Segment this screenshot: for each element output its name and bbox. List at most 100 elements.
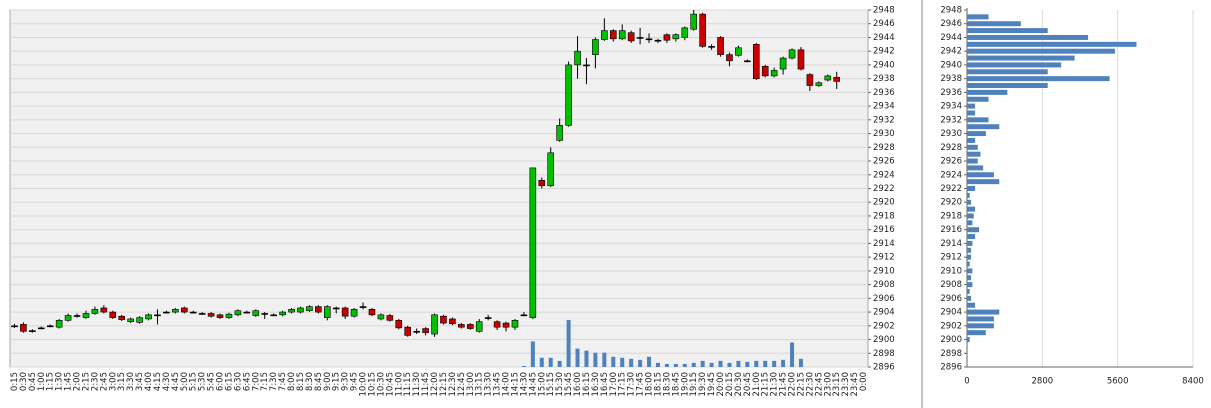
candle-body: [11, 325, 18, 328]
candle-body: [601, 30, 608, 40]
profile-bar: [967, 220, 973, 226]
x-tick-label: 22:45: [814, 372, 824, 397]
candle-body: [377, 314, 385, 320]
x-tick-label: 8400: [1182, 377, 1204, 387]
profile-bar: [967, 34, 1089, 40]
y-tick-label: 2934: [940, 102, 962, 112]
y-tick-label: 2896: [873, 363, 895, 373]
y-tick-label: 2914: [940, 239, 962, 249]
volume-bar: [647, 356, 652, 367]
profile-bar: [967, 103, 976, 109]
profile-bar: [967, 89, 1008, 95]
candle-body: [297, 307, 304, 313]
candle-body: [466, 324, 474, 329]
y-tick-label: 2906: [940, 294, 962, 304]
volume-bar: [682, 363, 687, 367]
x-tick-label: 14:15: [510, 372, 520, 397]
x-tick-label: 14:00: [502, 372, 512, 397]
y-tick-label: 2904: [940, 308, 962, 318]
volume-bar: [539, 357, 544, 367]
x-tick-label: 8:00: [287, 372, 297, 391]
y-tick-label: 2926: [940, 157, 962, 167]
volume-bar: [691, 362, 696, 367]
candle-body: [20, 324, 27, 332]
x-tick-label: 1:15: [46, 372, 56, 391]
profile-bar: [967, 323, 994, 329]
x-tick-label: 18:00: [645, 372, 655, 397]
y-tick-label: 2944: [940, 33, 962, 43]
x-tick-label: 16:15: [582, 372, 592, 397]
profile-bar: [967, 288, 970, 294]
volume-bar: [611, 356, 616, 367]
volume-bar: [548, 357, 553, 367]
y-tick-label: 2910: [873, 266, 895, 276]
candle-body: [136, 317, 143, 323]
y-tick-label: 2920: [873, 198, 895, 208]
profile-bar: [967, 14, 989, 20]
candle-body: [699, 13, 706, 47]
x-tick-label: 23:15: [832, 372, 842, 397]
candle-body: [234, 310, 242, 316]
x-tick-label: 9:00: [323, 372, 333, 391]
x-tick-label: 15:00: [537, 372, 547, 397]
candle-body: [243, 311, 251, 314]
candle-body: [458, 324, 465, 328]
y-tick-label: 2902: [873, 321, 895, 331]
x-tick-label: 23:45: [850, 372, 860, 397]
x-tick-label: 11:45: [421, 372, 431, 397]
candle-body: [744, 60, 751, 63]
x-tick-label: 1:45: [64, 372, 74, 391]
x-tick-label: 12:15: [439, 372, 449, 397]
candle-body: [726, 54, 733, 62]
x-tick-label: 16:00: [573, 372, 583, 397]
profile-bar: [967, 131, 986, 137]
profile-bar: [967, 55, 1075, 61]
volume-bar: [602, 352, 607, 367]
profile-bar: [967, 151, 981, 157]
x-tick-label: 5:45: [207, 372, 217, 391]
x-tick-label: 12:00: [430, 372, 440, 397]
candle-body: [315, 306, 322, 313]
volume-bar: [736, 360, 741, 367]
x-tick-label: 11:30: [412, 372, 422, 397]
volume-bar: [673, 363, 678, 367]
profile-bar: [967, 83, 1048, 89]
x-tick-label: 6:00: [216, 372, 226, 391]
x-tick-label: 2:45: [99, 372, 109, 391]
candle-body: [717, 37, 724, 55]
x-tick-label: 4:45: [171, 372, 181, 391]
y-tick-label: 2914: [873, 239, 895, 249]
profile-bar: [967, 309, 1000, 315]
x-tick-label: 12:45: [457, 372, 467, 397]
volume-bar: [790, 342, 795, 367]
x-tick-label: 2800: [1032, 377, 1054, 387]
candle-body: [672, 34, 680, 40]
candle-body: [261, 313, 269, 315]
x-tick-label: 17:00: [609, 372, 619, 397]
candle-body: [833, 76, 841, 82]
candle-body: [395, 320, 403, 329]
candle-body: [350, 309, 358, 317]
candle-body: [574, 50, 581, 66]
candle-body: [163, 311, 170, 314]
candle-body: [761, 65, 769, 77]
x-tick-label: 4:00: [144, 372, 154, 391]
x-tick-label: 5:15: [189, 372, 199, 391]
y-tick-label: 2916: [873, 225, 895, 235]
candle-body: [55, 320, 63, 328]
x-tick-label: 23:30: [841, 372, 851, 397]
x-tick-label: 22:15: [796, 372, 806, 397]
candle-body: [654, 39, 662, 42]
candle-body: [118, 315, 126, 320]
profile-bar: [967, 302, 976, 308]
x-tick-label: 3:30: [126, 372, 136, 391]
candle-body: [440, 315, 447, 324]
y-tick-label: 2940: [940, 60, 962, 70]
x-tick-label: 8:30: [305, 372, 315, 391]
y-tick-label: 2918: [873, 211, 895, 221]
y-tick-label: 2902: [940, 321, 962, 331]
volume-bar: [664, 363, 669, 367]
x-tick-label: 0: [964, 377, 969, 387]
x-tick-label: 5600: [1107, 377, 1129, 387]
